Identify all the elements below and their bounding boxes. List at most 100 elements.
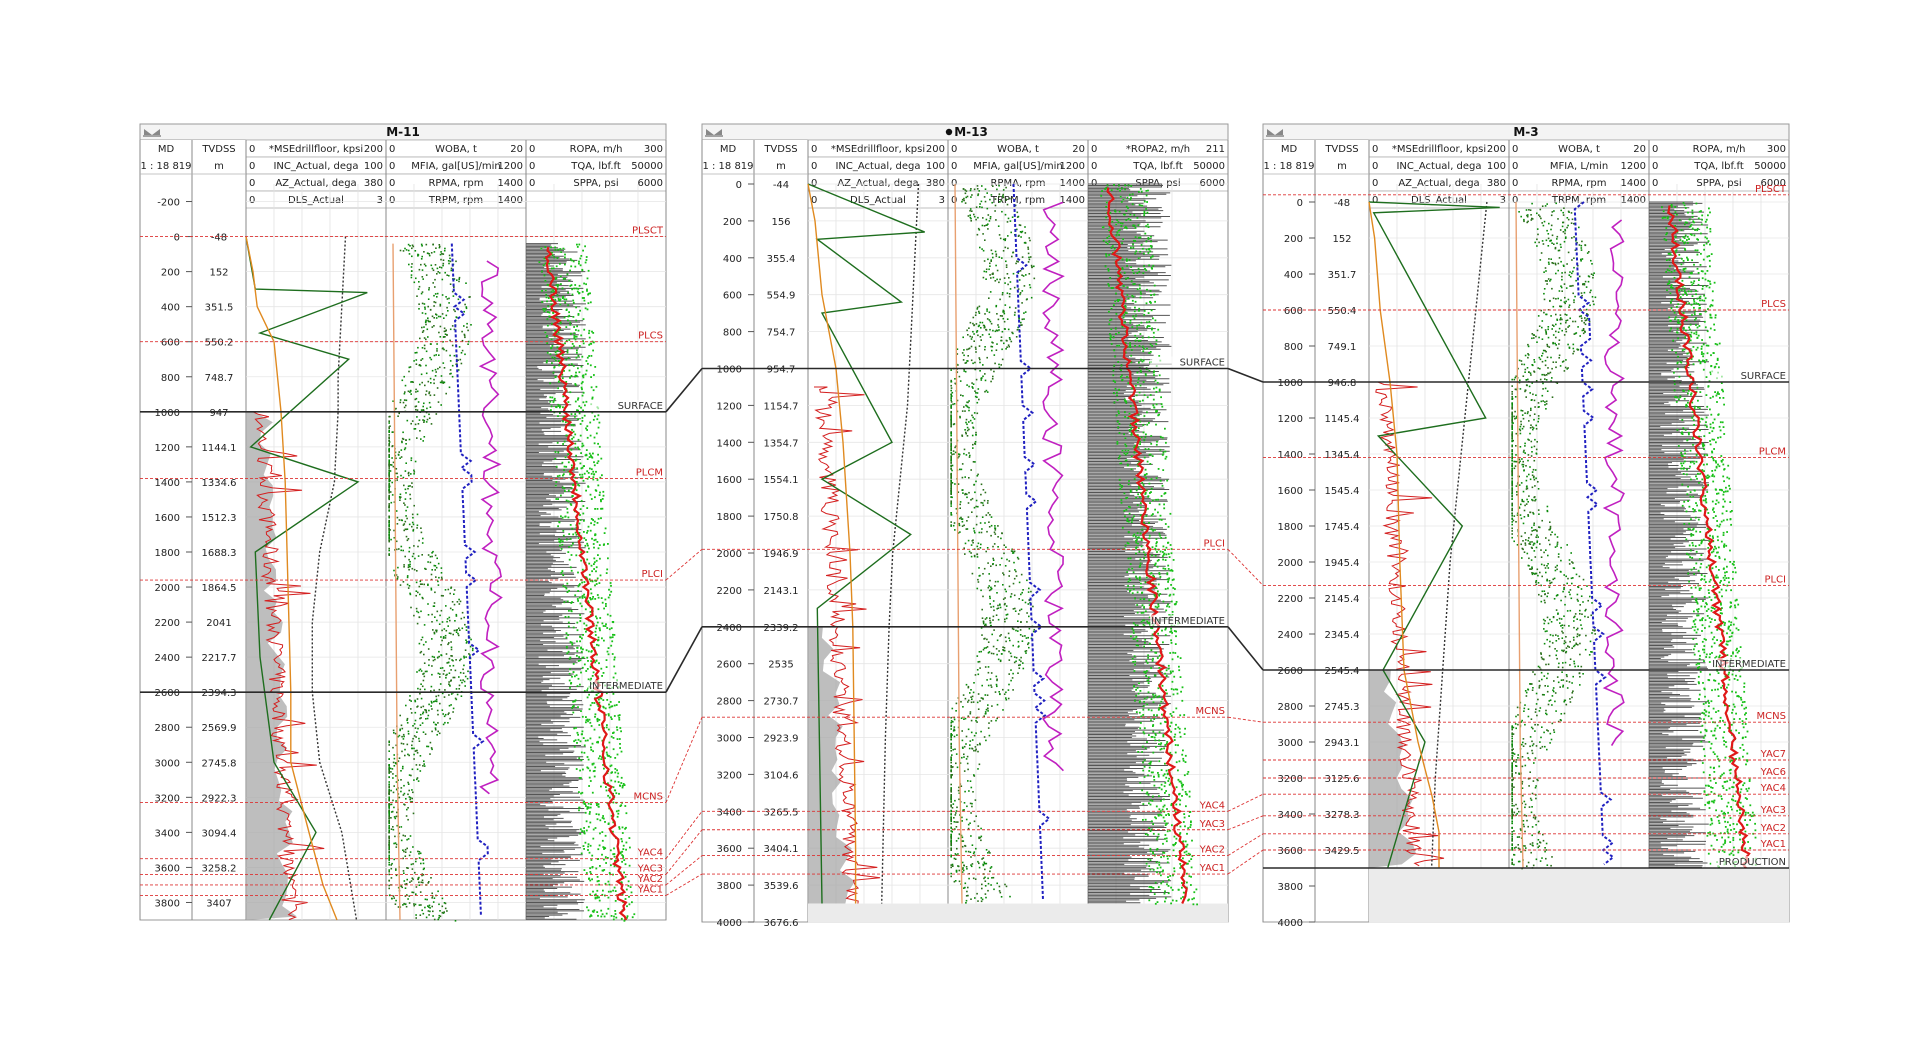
woba-point <box>388 869 390 871</box>
tqa-point <box>617 816 619 818</box>
tqa-point <box>581 792 583 794</box>
woba-point <box>1009 293 1011 295</box>
woba-point <box>388 880 390 882</box>
woba-point <box>397 517 399 519</box>
woba-point <box>1029 259 1031 261</box>
woba-point <box>396 846 398 848</box>
woba-point <box>985 666 987 668</box>
woba-point <box>1007 318 1009 320</box>
woba-point <box>1008 684 1010 686</box>
woba-point <box>979 322 981 324</box>
woba-point <box>422 303 424 305</box>
woba-point <box>416 416 418 418</box>
tqa-point <box>597 876 599 878</box>
woba-point <box>988 652 990 654</box>
woba-point <box>982 322 984 324</box>
tqa-point <box>599 492 601 494</box>
woba-point <box>1031 297 1033 299</box>
woba-point <box>456 629 458 631</box>
tqa-point <box>599 755 601 757</box>
woba-point <box>979 743 981 745</box>
tqa-point <box>567 352 569 354</box>
tqa-point <box>606 913 608 915</box>
woba-point <box>1004 884 1006 886</box>
tqa-point <box>569 559 571 561</box>
tqa-point <box>600 758 602 760</box>
woba-point <box>388 466 390 468</box>
woba-point <box>437 722 439 724</box>
woba-point <box>975 481 977 483</box>
woba-point <box>422 722 424 724</box>
woba-point <box>975 815 977 817</box>
tqa-point <box>619 714 621 716</box>
woba-point <box>421 910 423 912</box>
woba-point <box>981 528 983 530</box>
woba-point <box>983 250 985 252</box>
woba-point <box>950 735 952 737</box>
woba-point <box>964 553 966 555</box>
woba-point <box>992 563 994 565</box>
woba-point <box>425 733 427 735</box>
woba-point <box>421 532 423 534</box>
woba-point <box>413 903 415 905</box>
woba-point <box>1009 896 1011 898</box>
woba-point <box>962 747 964 749</box>
woba-point <box>1026 612 1028 614</box>
woba-point <box>962 837 964 839</box>
woba-point <box>965 371 967 373</box>
tqa-point <box>583 329 585 331</box>
woba-point <box>986 709 988 711</box>
tqa-point <box>559 405 561 407</box>
woba-point <box>981 201 983 203</box>
tqa-point <box>578 355 580 357</box>
woba-point <box>388 855 390 857</box>
tqa-point <box>573 671 575 673</box>
tqa-point <box>555 406 557 408</box>
woba-point <box>950 838 952 840</box>
woba-point <box>977 307 979 309</box>
tqa-point <box>580 647 582 649</box>
woba-point <box>950 819 952 821</box>
tqa-point <box>612 732 614 734</box>
woba-point <box>988 573 990 575</box>
tqa-point <box>569 668 571 670</box>
tqa-point <box>611 718 613 720</box>
tqa-point <box>546 342 548 344</box>
woba-point <box>388 524 390 526</box>
woba-point <box>435 724 437 726</box>
woba-point <box>1028 642 1030 644</box>
tqa-point <box>588 803 590 805</box>
woba-point <box>399 735 401 737</box>
tvd-tick-label: 2745.8 <box>202 758 237 769</box>
woba-point <box>408 244 410 246</box>
tqa-point <box>563 248 565 250</box>
woba-point <box>966 819 968 821</box>
woba-point <box>431 686 433 688</box>
woba-point <box>450 679 452 681</box>
woba-point <box>388 832 390 834</box>
woba-point <box>961 817 963 819</box>
curve-min: 0 <box>249 161 255 172</box>
tqa-point <box>580 519 582 521</box>
tqa-point <box>562 475 564 477</box>
woba-point <box>984 522 986 524</box>
woba-point <box>1018 235 1020 237</box>
woba-point <box>1000 315 1002 317</box>
woba-point <box>425 718 427 720</box>
tqa-point <box>579 310 581 312</box>
md-tick-label: 1200 <box>717 401 742 412</box>
woba-point <box>467 330 469 332</box>
tvd-column-header: TVDSS <box>763 144 797 155</box>
tqa-point <box>549 382 551 384</box>
woba-point <box>950 473 952 475</box>
woba-point <box>970 190 972 192</box>
tqa-point <box>573 345 575 347</box>
woba-point <box>406 883 408 885</box>
woba-point <box>430 742 432 744</box>
curve-min: 0 <box>389 178 395 189</box>
tqa-point <box>566 500 568 502</box>
woba-point <box>436 317 438 319</box>
woba-point <box>966 736 968 738</box>
woba-point <box>1016 575 1018 577</box>
woba-point <box>422 291 424 293</box>
